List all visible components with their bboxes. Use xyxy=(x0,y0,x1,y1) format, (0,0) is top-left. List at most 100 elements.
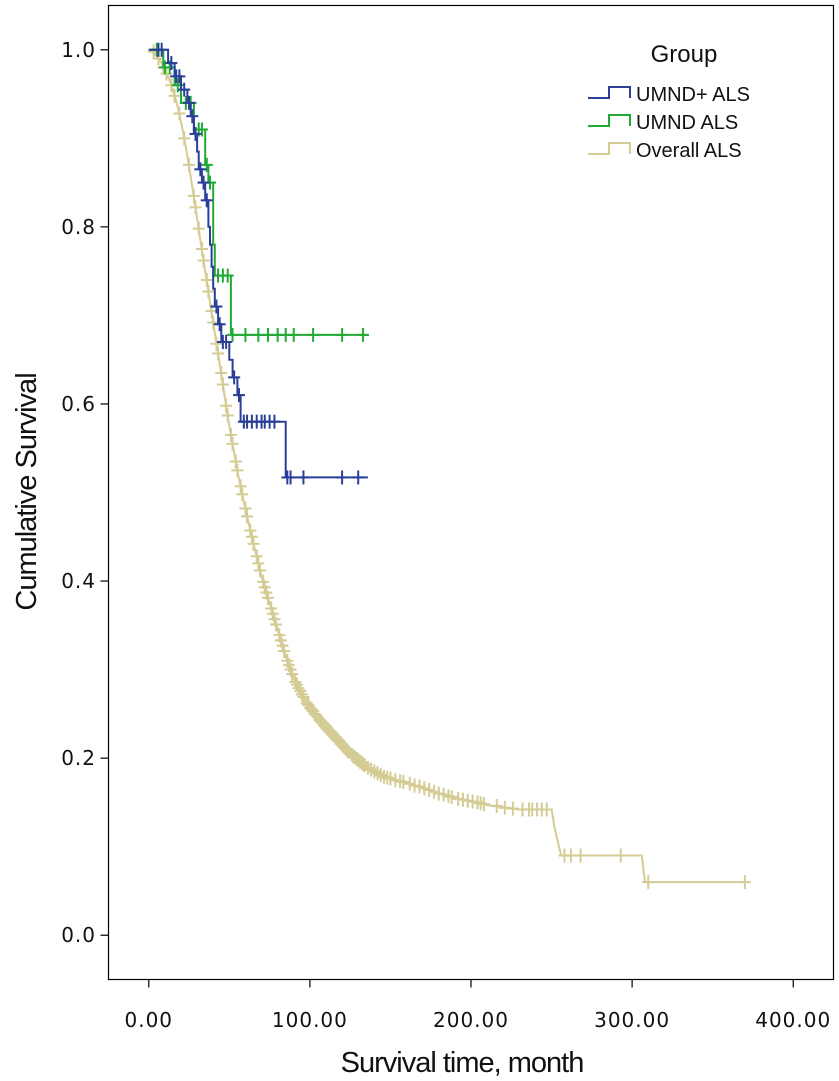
censor-mark xyxy=(250,549,263,564)
censor-mark xyxy=(183,95,196,110)
censor-mark xyxy=(192,221,205,236)
censor-mark xyxy=(247,536,260,551)
censor-mark xyxy=(642,875,655,890)
censor-mark xyxy=(202,284,215,299)
legend-entry: Overall ALS xyxy=(588,140,742,162)
censor-mark xyxy=(397,775,410,790)
censor-mark xyxy=(336,327,349,342)
x-tick-label: 300.00 xyxy=(594,1008,670,1032)
censor-mark xyxy=(186,109,199,124)
censor-mark xyxy=(234,479,247,494)
censor-mark xyxy=(197,253,210,268)
legend-label: UMND ALS xyxy=(636,112,738,134)
censor-mark xyxy=(445,790,458,805)
series-overall-als xyxy=(147,44,751,890)
legend-swatch xyxy=(588,86,631,99)
censor-mark xyxy=(197,175,210,190)
censor-mark xyxy=(195,122,208,137)
censor-mark xyxy=(210,299,223,314)
censor-mark xyxy=(278,643,291,658)
censor-mark xyxy=(738,875,751,890)
censor-mark xyxy=(221,268,234,283)
y-tick-label: 0.6 xyxy=(61,392,96,416)
censor-mark xyxy=(239,327,252,342)
legend-label: UMND+ ALS xyxy=(636,84,750,106)
censor-mark xyxy=(226,327,239,342)
censor-mark xyxy=(297,470,310,485)
censor-mark xyxy=(270,617,283,632)
series-umnd-als xyxy=(148,42,368,485)
censor-mark xyxy=(252,556,265,571)
legend-title: Group xyxy=(651,41,718,68)
y-tick-label: 1.0 xyxy=(61,38,96,62)
censor-mark xyxy=(221,408,234,423)
censor-mark xyxy=(155,42,168,57)
censor-mark xyxy=(183,157,196,172)
censor-mark xyxy=(357,327,370,342)
censor-mark xyxy=(229,454,242,469)
censor-mark xyxy=(189,200,202,215)
y-axis-title: Cumulative Survival xyxy=(11,373,43,610)
censor-mark xyxy=(220,398,233,413)
censor-mark xyxy=(231,463,244,478)
censor-mark xyxy=(614,848,627,863)
series-layer xyxy=(147,42,751,890)
censor-mark xyxy=(178,131,191,146)
censor-mark xyxy=(241,509,254,524)
censor-mark xyxy=(226,436,239,451)
censor-mark xyxy=(213,317,226,332)
censor-mark xyxy=(490,798,503,813)
censor-mark xyxy=(307,327,320,342)
x-tick-label: 200.00 xyxy=(433,1008,509,1032)
censor-mark xyxy=(284,470,297,485)
x-tick-label: 0.00 xyxy=(125,1008,174,1032)
censor-mark xyxy=(228,370,241,385)
censor-mark xyxy=(239,501,252,516)
x-axis-ticks: 0.00 100.00 200.00 300.00 400.00 xyxy=(125,979,831,1032)
censor-mark xyxy=(262,590,274,605)
censor-mark xyxy=(286,667,299,682)
censor-mark xyxy=(173,69,186,84)
censor-mark xyxy=(165,56,178,71)
censor-mark xyxy=(215,365,228,380)
censor-mark xyxy=(212,346,225,361)
y-tick-label: 0.8 xyxy=(61,215,96,239)
legend-swatch xyxy=(588,142,631,155)
censor-mark xyxy=(574,848,587,863)
survival-curve xyxy=(148,48,747,884)
legend-swatch xyxy=(588,114,631,127)
censor-mark xyxy=(236,487,249,502)
x-tick-label: 400.00 xyxy=(755,1008,831,1032)
censor-mark xyxy=(352,470,365,485)
censor-mark xyxy=(477,797,490,812)
censor-mark xyxy=(216,377,229,392)
censor-mark xyxy=(268,414,281,429)
censor-mark xyxy=(253,563,266,578)
censor-mark xyxy=(195,242,208,256)
y-tick-label: 0.4 xyxy=(61,569,96,593)
y-tick-label: 0.2 xyxy=(61,746,96,770)
censor-mark xyxy=(200,157,213,172)
censor-mark xyxy=(194,162,207,177)
censor-mark xyxy=(189,126,202,141)
legend-entry: UMND ALS xyxy=(588,112,738,134)
censor-mark xyxy=(244,523,257,538)
censor-mark xyxy=(287,327,300,342)
x-tick-label: 100.00 xyxy=(272,1008,348,1032)
censor-mark xyxy=(173,106,186,121)
censor-mark xyxy=(200,272,213,287)
x-axis-title: Survival time, month xyxy=(341,1047,584,1079)
y-axis-ticks: 0.0 0.2 0.4 0.6 0.8 1.0 xyxy=(61,38,109,947)
legend-entry: UMND+ ALS xyxy=(588,84,750,106)
censor-mark xyxy=(178,82,191,97)
censor-mark xyxy=(540,802,553,817)
legend: Group UMND+ ALS UMND ALS Overall ALS xyxy=(588,41,750,162)
censor-mark xyxy=(200,193,213,208)
censor-mark xyxy=(210,336,223,351)
y-tick-label: 0.0 xyxy=(61,923,96,947)
censor-mark xyxy=(233,388,245,403)
survival-curve xyxy=(148,48,368,336)
censor-mark xyxy=(224,427,237,442)
censor-mark xyxy=(220,334,233,349)
